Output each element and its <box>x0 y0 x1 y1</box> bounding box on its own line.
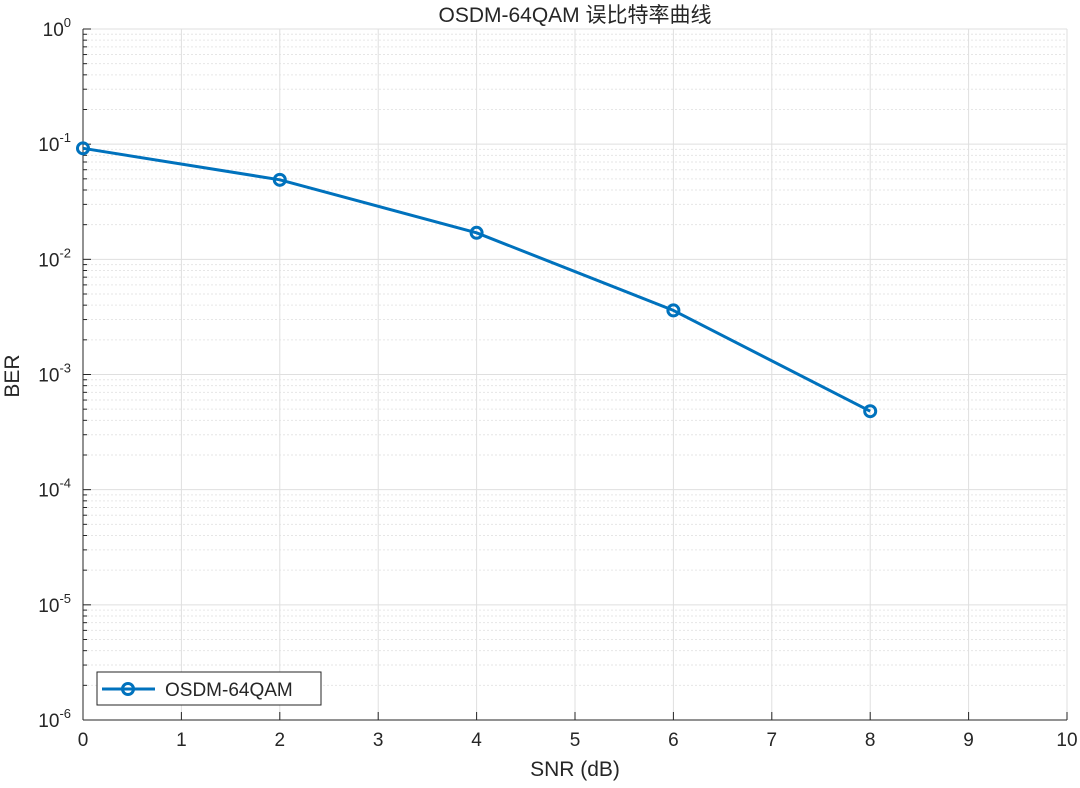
y-tick-label: 10-2 <box>38 245 71 271</box>
data-point <box>666 303 681 318</box>
x-tick-label: 7 <box>767 730 778 751</box>
legend-label: OSDM-64QAM <box>165 680 293 701</box>
data-point <box>469 225 484 240</box>
data-point <box>863 404 878 419</box>
y-axis-title: BER <box>1 354 24 397</box>
data-point <box>272 172 287 187</box>
series-layer <box>76 141 878 419</box>
x-tick-label: 0 <box>78 730 89 751</box>
legend: OSDM-64QAM <box>96 671 322 706</box>
y-tick-label: 10-4 <box>38 476 71 502</box>
x-tick-label: 8 <box>865 730 876 751</box>
x-tick-label: 9 <box>963 730 974 751</box>
labels: OSDM-64QAM 误比特率曲线 SNR (dB) BER <box>1 4 712 781</box>
x-axis-title: SNR (dB) <box>530 758 620 781</box>
x-tick-label: 10 <box>1056 730 1077 751</box>
data-point <box>76 141 90 156</box>
series-line <box>82 146 871 413</box>
chart-title: OSDM-64QAM 误比特率曲线 <box>438 4 711 27</box>
x-tick-label: 1 <box>176 730 187 751</box>
x-tick-label: 6 <box>668 730 679 751</box>
x-tick-label: 2 <box>275 730 286 751</box>
y-tick-label: 100 <box>43 15 71 41</box>
x-tick-label: 4 <box>471 730 482 751</box>
y-tick-label: 10-1 <box>38 130 71 156</box>
x-tick-label: 5 <box>570 730 581 751</box>
y-tick-label: 10-6 <box>38 706 71 732</box>
grid <box>82 28 1068 721</box>
y-tick-label: 10-3 <box>38 361 71 387</box>
y-tick-label: 10-5 <box>38 591 71 617</box>
x-tick-label: 3 <box>373 730 384 751</box>
legend-marker-sample <box>121 682 135 696</box>
